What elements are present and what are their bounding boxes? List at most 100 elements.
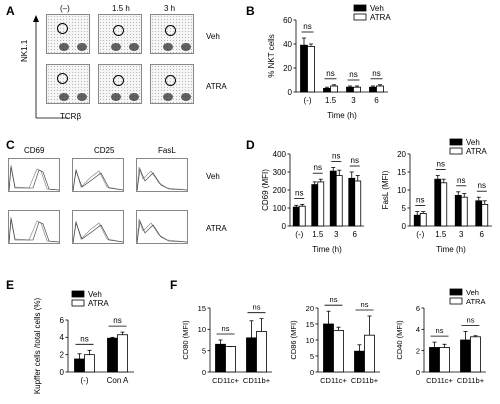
y-tick-label: 400	[273, 150, 287, 159]
ns-label: ns	[457, 176, 465, 185]
y-axis-title: FasL (MFI)	[381, 170, 390, 209]
bar-veh	[311, 184, 319, 227]
chart-d-fasl: 0 5 10 15 20 FasL (MFI) Time (h) ns (-) ns 1.5 ns 3 n…	[381, 138, 492, 254]
bar-atra	[439, 347, 450, 373]
x-tick-label: (-)	[295, 230, 303, 239]
ns-label: ns	[326, 69, 334, 78]
ns-label: ns	[349, 70, 357, 79]
hist-atra-cd25	[72, 210, 124, 244]
x-tick-label: 6	[374, 96, 379, 105]
x-tick-label: 1.5	[312, 230, 324, 239]
legend-label-veh: Veh	[466, 138, 480, 147]
panel-b-label: B	[246, 4, 255, 18]
panel-f-label: F	[170, 278, 178, 292]
legend-label-veh: Veh	[370, 4, 384, 13]
legend-swatch-atra	[71, 299, 85, 307]
flow-x-axis-label: TCRβ	[60, 112, 82, 121]
chart-f-cd86: 0 5 10 15 20 CD86 (MFI) ns CD11c+ ns CD11b+	[289, 295, 380, 385]
y-tick-label: 0	[402, 222, 407, 231]
legend-swatch-veh	[71, 290, 85, 298]
x-tick-label: 6	[480, 230, 485, 239]
bar-veh	[329, 170, 337, 227]
hist-veh-cd69	[8, 158, 60, 192]
bar-atra	[317, 181, 325, 227]
ns-label: ns	[351, 156, 359, 165]
chart-f-cd80: 0 5 10 15 CD80 (MFI) ns CD11c+ ns CD11b+	[181, 303, 272, 385]
y-axis-title: CD86 (MFI)	[289, 320, 298, 360]
bar-atra	[353, 86, 361, 93]
ns-label: ns	[372, 69, 380, 78]
x-tick-label: (-)	[416, 230, 424, 239]
hist-atra-fasl	[136, 210, 188, 244]
bar-atra	[225, 346, 236, 373]
ns-label: ns	[113, 316, 121, 325]
bar-atra	[460, 196, 468, 227]
ns-label: ns	[330, 295, 338, 304]
y-tick-label: 0	[310, 368, 314, 377]
flow-plot-atra-2	[150, 64, 194, 104]
hist-col-header-cd25: CD25	[94, 146, 115, 155]
y-tick-label: 4	[416, 325, 420, 334]
x-tick-label: 3	[351, 96, 356, 105]
panel-a-label: A	[6, 4, 15, 18]
ns-label: ns	[361, 300, 369, 309]
x-tick-label: 3	[459, 230, 464, 239]
flow-plot-veh-1	[98, 14, 142, 54]
bar-veh	[434, 178, 442, 227]
flow-row-label-atra: ATRA	[206, 82, 227, 91]
y-tick-label: 6	[60, 316, 65, 325]
hist-atra-cd69	[8, 210, 60, 244]
ns-label: ns	[437, 160, 445, 169]
y-tick-label: 100	[273, 204, 287, 213]
flow-col-header-2: 3 h	[164, 4, 176, 13]
y-tick-label: 0	[202, 368, 206, 377]
bar-atra	[335, 175, 343, 227]
y-tick-label: 0	[282, 222, 287, 231]
x-tick-label: 1.5	[435, 230, 447, 239]
y-tick-label: 2	[60, 350, 65, 359]
bar-atra	[256, 331, 267, 373]
y-tick-label: 10	[198, 325, 206, 334]
legend-label-atra: ATRA	[466, 297, 485, 306]
y-tick-label: 5	[402, 204, 407, 213]
flow-row-label-veh: Veh	[206, 32, 220, 41]
bar-veh	[323, 323, 334, 373]
panel-e-label: E	[6, 278, 15, 292]
x-tick-label: CD11b+	[351, 376, 379, 385]
bar-veh	[475, 200, 483, 227]
legend-swatch-atra	[353, 13, 367, 21]
bar-veh	[413, 214, 421, 227]
legend-swatch-atra	[449, 147, 463, 155]
bar-atra	[333, 330, 344, 373]
bar-veh	[323, 88, 331, 93]
legend-label-atra: ATRA	[88, 299, 109, 308]
bar-veh	[348, 177, 356, 227]
bar-veh	[369, 86, 377, 93]
y-axis-title: CD80 (MFI)	[181, 320, 190, 360]
y-tick-label: 0	[60, 368, 65, 377]
y-tick-label: 10	[306, 336, 314, 345]
ns-label: ns	[295, 188, 303, 197]
y-tick-label: 0	[416, 368, 420, 377]
chart-b: 0 20 40 60 % NKT cells Time (h) ns (-) ns 1.5 ns 3 n…	[267, 4, 391, 120]
x-tick-label: 3	[334, 230, 339, 239]
x-tick-label: CD11c+	[426, 376, 453, 385]
legend-label-veh: Veh	[466, 288, 479, 297]
chart-e: 0 2 4 6 Kupffer cells /total cells (%) ns (-) n…	[33, 290, 134, 394]
bar-veh	[300, 44, 308, 93]
flow-plot-atra-1	[98, 64, 142, 104]
legend-swatch-veh	[353, 4, 367, 12]
bar-veh	[346, 86, 354, 93]
flow-col-header-0: (–)	[60, 4, 70, 13]
ns-label: ns	[253, 303, 261, 312]
y-tick-label: 15	[397, 168, 406, 177]
x-tick-label: (-)	[304, 96, 312, 105]
hist-row-label-veh: Veh	[206, 172, 220, 181]
flow-plot-veh-0	[46, 14, 90, 54]
y-axis-title: CD69 (MFI)	[261, 169, 270, 211]
y-tick-label: 40	[283, 40, 292, 49]
y-tick-label: 20	[283, 64, 292, 73]
x-tick-label: CD11c+	[320, 376, 347, 385]
y-tick-label: 200	[273, 186, 287, 195]
